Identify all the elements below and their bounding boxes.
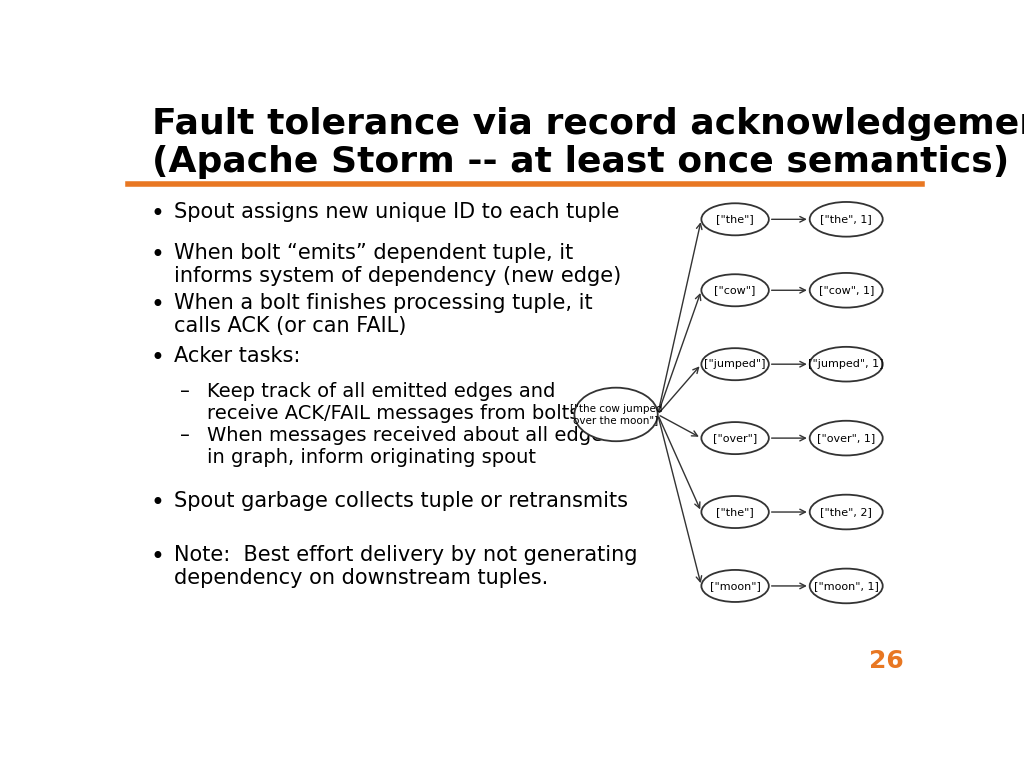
Text: ["the cow jumped
over the moon"]: ["the cow jumped over the moon"] xyxy=(569,404,663,425)
Text: ["moon"]: ["moon"] xyxy=(710,581,761,591)
Text: •: • xyxy=(151,201,164,226)
Ellipse shape xyxy=(810,202,883,237)
Ellipse shape xyxy=(701,570,769,602)
Ellipse shape xyxy=(810,495,883,529)
Ellipse shape xyxy=(701,274,769,306)
Ellipse shape xyxy=(574,388,657,442)
Text: Keep track of all emitted edges and
receive ACK/FAIL messages from bolts.: Keep track of all emitted edges and rece… xyxy=(207,382,586,423)
Text: –: – xyxy=(179,382,189,401)
Text: ["moon", 1]: ["moon", 1] xyxy=(814,581,879,591)
Text: When messages received about all edges
in graph, inform originating spout: When messages received about all edges i… xyxy=(207,426,613,467)
Text: 26: 26 xyxy=(869,649,904,673)
Ellipse shape xyxy=(810,273,883,308)
Ellipse shape xyxy=(810,421,883,455)
Ellipse shape xyxy=(701,204,769,235)
Text: •: • xyxy=(151,545,164,568)
Text: ["the", 1]: ["the", 1] xyxy=(820,214,872,224)
Ellipse shape xyxy=(810,568,883,604)
Text: When a bolt finishes processing tuple, it
calls ACK (or can FAIL): When a bolt finishes processing tuple, i… xyxy=(174,293,593,336)
Text: ["cow", 1]: ["cow", 1] xyxy=(818,285,873,295)
Ellipse shape xyxy=(701,496,769,528)
Text: •: • xyxy=(151,492,164,515)
Text: Acker tasks:: Acker tasks: xyxy=(174,346,300,366)
Ellipse shape xyxy=(810,347,883,382)
Text: ["the", 2]: ["the", 2] xyxy=(820,507,872,517)
Text: ["cow"]: ["cow"] xyxy=(715,285,756,295)
Text: ["the"]: ["the"] xyxy=(716,214,754,224)
Text: –: – xyxy=(179,426,189,445)
Text: ["jumped", 1]: ["jumped", 1] xyxy=(809,359,884,369)
Text: ["over"]: ["over"] xyxy=(713,433,757,443)
Text: •: • xyxy=(151,293,164,317)
Text: ["jumped"]: ["jumped"] xyxy=(705,359,766,369)
Ellipse shape xyxy=(701,348,769,380)
Text: Spout assigns new unique ID to each tuple: Spout assigns new unique ID to each tupl… xyxy=(174,201,620,221)
Text: Fault tolerance via record acknowledgement: Fault tolerance via record acknowledgeme… xyxy=(152,107,1024,141)
Text: (Apache Storm -- at least once semantics): (Apache Storm -- at least once semantics… xyxy=(152,145,1009,180)
Text: Note:  Best effort delivery by not generating
dependency on downstream tuples.: Note: Best effort delivery by not genera… xyxy=(174,545,638,588)
Text: When bolt “emits” dependent tuple, it
informs system of dependency (new edge): When bolt “emits” dependent tuple, it in… xyxy=(174,243,622,286)
Text: •: • xyxy=(151,346,164,370)
Text: ["the"]: ["the"] xyxy=(716,507,754,517)
Text: ["over", 1]: ["over", 1] xyxy=(817,433,876,443)
Ellipse shape xyxy=(701,422,769,454)
Text: Spout garbage collects tuple or retransmits: Spout garbage collects tuple or retransm… xyxy=(174,492,628,511)
Text: •: • xyxy=(151,243,164,267)
